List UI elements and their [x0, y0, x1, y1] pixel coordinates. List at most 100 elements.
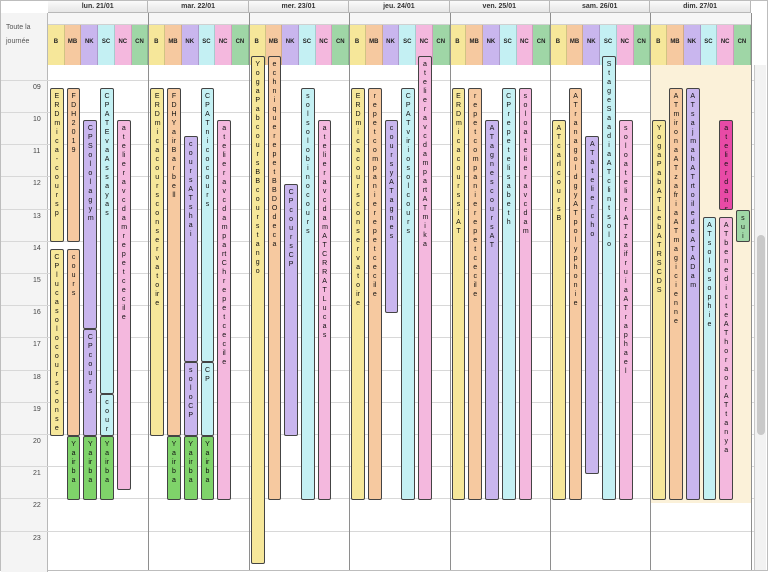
calendar-event[interactable]: atelier avc dam part Ch repet cecile: [217, 120, 232, 501]
calendar-event[interactable]: CP cours CP: [284, 184, 298, 436]
calendar-event[interactable]: repet companie repet cecile: [367, 87, 382, 501]
all-day-band[interactable]: [148, 13, 249, 25]
calendar-event[interactable]: solo atelier avc dam: [518, 87, 533, 501]
calendar-event[interactable]: atelier avc dam part AT mika: [418, 55, 432, 501]
calendar-event[interactable]: ERD mica cours conservatoire: [150, 87, 165, 436]
all-day-band[interactable]: [650, 13, 751, 25]
column-header-cn: CN: [633, 25, 651, 65]
all-day-band[interactable]: [449, 13, 550, 25]
calendar-event[interactable]: AT sajmah AT rtoile de AT ADam: [685, 87, 700, 501]
calendar-event[interactable]: Yair ba: [83, 435, 98, 501]
all-day-band[interactable]: [248, 13, 350, 25]
day-header[interactable]: sam. 26/01: [550, 1, 651, 13]
calendar-event[interactable]: AT atelier cho: [585, 136, 600, 475]
calendar-event[interactable]: Stage Saadia AT clint solo: [602, 55, 616, 501]
column-header-nc: NC: [416, 25, 433, 65]
event-title: Yair ba: [188, 440, 194, 484]
all-day-band[interactable]: [349, 13, 450, 25]
calendar-event[interactable]: sol solo bino cours: [301, 87, 315, 501]
event-title: FDH 2019: [71, 92, 77, 154]
day-header[interactable]: mer. 23/01: [248, 1, 350, 13]
day-header[interactable]: mar. 22/01: [148, 1, 249, 13]
event-title: CP cours CP: [288, 189, 294, 269]
event-title: cours y AT agnes: [389, 125, 394, 241]
calendar-event[interactable]: CP cours: [83, 329, 98, 436]
event-title: Yair ba: [171, 440, 177, 484]
vertical-scrollbar[interactable]: [754, 65, 766, 570]
calendar-event[interactable]: FDH Yair Barbell: [167, 87, 181, 436]
all-day-band[interactable]: [550, 13, 651, 25]
calendar-event[interactable]: Yair ba: [66, 435, 81, 501]
column-header-nc: NC: [616, 25, 634, 65]
calendar-event[interactable]: echnique repet BBDO de ca: [267, 55, 282, 501]
day-header[interactable]: lun. 21/01: [48, 1, 149, 13]
column-header-sc: SC: [600, 25, 617, 65]
calendar-event[interactable]: repet companie repet cecile: [468, 87, 483, 501]
calendar-event[interactable]: sui: [736, 210, 750, 243]
day-header[interactable]: ven. 25/01: [449, 1, 550, 13]
calendar-event[interactable]: CP AT nico cours: [200, 87, 215, 362]
calendar-event[interactable]: ERD mica - cours p: [50, 87, 64, 243]
calendar-event[interactable]: CP luca solo cours conservatoire: [50, 248, 64, 436]
event-title: CP repet elisabeth: [506, 92, 512, 226]
calendar-event[interactable]: CP AT virio sol cours: [401, 87, 416, 501]
calendar-event[interactable]: AT benedicte AT horaor AT tanya: [719, 216, 734, 501]
calendar-event[interactable]: AT rana goldgy AT polyphonie: [568, 87, 583, 501]
hour-label: 09: [1, 83, 48, 91]
column-header-mb: MB: [165, 25, 182, 65]
calendar-event[interactable]: Yair ba: [200, 435, 215, 501]
calendar-event[interactable]: atelier dans: [719, 120, 734, 211]
event-title: atelier avc dam AT CRR AT Lucas: [322, 125, 328, 340]
calendar-event[interactable]: Yair ba: [167, 435, 181, 501]
all-day-band[interactable]: [48, 13, 149, 25]
hour-label: 18: [1, 373, 48, 381]
hour-label: 17: [1, 341, 48, 349]
calendar-event[interactable]: Yair ba: [100, 435, 114, 501]
calendar-event[interactable]: AT carl cours B: [552, 120, 566, 501]
calendar-event[interactable]: cours: [66, 248, 81, 436]
event-title: repet companie repet cecile: [372, 92, 379, 298]
calendar-event[interactable]: Yoga Pab cours BB cours tango: [250, 55, 265, 565]
calendar-event[interactable]: CP repet elisabeth: [501, 87, 516, 501]
calendar-event[interactable]: CP AT Eva Assayas: [100, 87, 114, 394]
column-header-cn: CN: [432, 25, 450, 65]
calendar-event[interactable]: Yair ba: [183, 435, 198, 501]
calendar-event[interactable]: atelier avc dam repet cecile: [116, 120, 131, 491]
calendar-event[interactable]: AT agnes cours AT: [485, 120, 499, 501]
column-header-sc: SC: [98, 25, 115, 65]
column-header-nk: NK: [382, 25, 400, 65]
calendar-event[interactable]: CP: [200, 361, 215, 436]
event-title: Yair ba: [71, 440, 76, 484]
calendar-event[interactable]: FDH 2019: [66, 87, 81, 243]
event-title: ERD mica - cours p: [54, 92, 61, 217]
calendar-event[interactable]: cours AT shai: [183, 136, 198, 362]
calendar-event[interactable]: ERD mica cours conservatoire: [351, 87, 365, 501]
event-title: sui: [740, 215, 745, 241]
event-title: solo atelier avc dam: [522, 92, 529, 235]
calendar-event[interactable]: AT mirona AT zafria AT magicienne: [669, 87, 683, 501]
day-header[interactable]: jeu. 24/01: [349, 1, 450, 13]
calendar-event[interactable]: cours: [100, 393, 114, 436]
calendar-event[interactable]: Yoga Pab AT Leb AT RSCDS: [652, 120, 667, 501]
event-title: atelier avc dam part Ch repet cecile: [221, 125, 228, 367]
column-header-mb: MB: [64, 25, 82, 65]
calendar-event[interactable]: solo atelier AT zaifruia AT raphael: [618, 120, 633, 501]
event-title: FDH Yair Barbell: [171, 92, 177, 199]
calendar-event[interactable]: AT solo sophie: [702, 216, 717, 501]
event-title: AT sajmah AT rtoile de AT ADam: [690, 92, 697, 289]
event-title: Yair ba: [205, 440, 210, 484]
scrollbar-thumb[interactable]: [757, 235, 765, 435]
column-header-sc: SC: [299, 25, 316, 65]
day-header[interactable]: dim. 27/01: [650, 1, 751, 13]
today-highlight: [650, 65, 751, 504]
calendar-event[interactable]: cours y AT agnes: [384, 120, 399, 314]
calendar-event[interactable]: atelier avc dam AT CRR AT Lucas: [317, 120, 332, 501]
calendar-event[interactable]: solo CP: [183, 361, 198, 436]
event-title: CP cours: [87, 334, 93, 396]
calendar-event[interactable]: ERD mica cours si AT: [451, 87, 466, 501]
event-title: ERD mica cours conservatoire: [355, 92, 362, 307]
event-title: solo CP: [188, 366, 194, 419]
calendar-event[interactable]: CP Solo la gym: [83, 120, 98, 330]
hour-label: 22: [1, 502, 48, 510]
event-title: sol solo bino cours: [305, 92, 310, 235]
